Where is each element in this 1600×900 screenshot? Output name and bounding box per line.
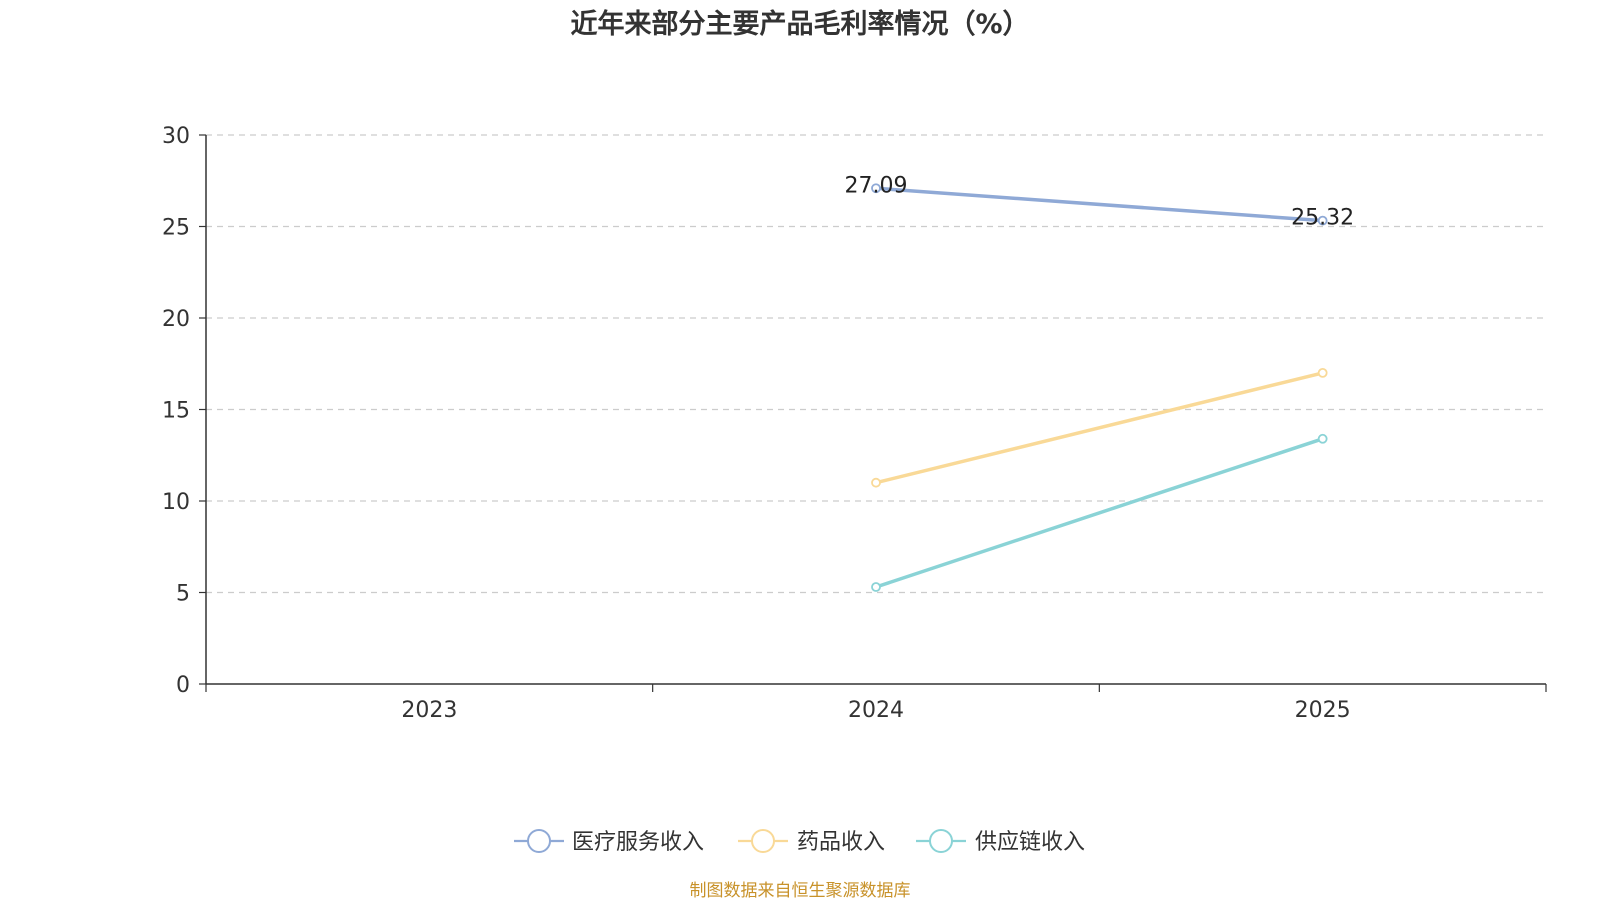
data-label: 27.09: [845, 173, 908, 198]
data-point[interactable]: [871, 582, 881, 592]
y-tick-label: 5: [176, 582, 190, 607]
legend-label: 供应链收入: [975, 830, 1085, 855]
legend-marker: [929, 829, 953, 853]
legend-label: 药品收入: [797, 830, 885, 855]
series-line-1: [874, 371, 1325, 485]
series-line-2: [874, 437, 1325, 589]
series-lines: [871, 183, 1328, 592]
x-tick-label: 2024: [848, 698, 904, 723]
y-tick-label: 30: [162, 124, 190, 149]
y-tick-label: 10: [162, 490, 190, 515]
data-label: 25.32: [1291, 206, 1354, 231]
legend-item-2[interactable]: 供应链收入: [916, 829, 1085, 855]
legend-item-0[interactable]: 医疗服务收入: [514, 829, 704, 855]
x-tick-label: 2023: [401, 698, 457, 723]
legend-marker: [751, 829, 775, 853]
legend[interactable]: 医疗服务收入 药品收入 供应链收入: [514, 829, 1085, 855]
data-point[interactable]: [1317, 433, 1328, 444]
y-tick-label: 15: [162, 399, 190, 424]
x-tick-label: 2025: [1295, 698, 1351, 723]
data-point[interactable]: [1317, 215, 1328, 226]
legend-item-1[interactable]: 药品收入: [738, 829, 885, 855]
source-note: 制图数据来自恒生聚源数据库: [690, 881, 911, 900]
y-tick-label: 25: [162, 216, 190, 241]
data-point[interactable]: [871, 183, 881, 194]
legend-marker: [527, 829, 551, 853]
legend-label: 医疗服务收入: [572, 830, 704, 855]
data-point[interactable]: [871, 477, 881, 488]
series-line-0: [874, 186, 1325, 223]
data-labels: 27.09 25.32: [845, 173, 1355, 230]
grid-lines: [206, 134, 1546, 594]
y-tick-label: 20: [162, 307, 190, 332]
data-point[interactable]: [1317, 367, 1328, 378]
chart-title: 近年来部分主要产品毛利率情况（%）: [570, 8, 1029, 40]
y-tick-label: 0: [176, 673, 190, 698]
